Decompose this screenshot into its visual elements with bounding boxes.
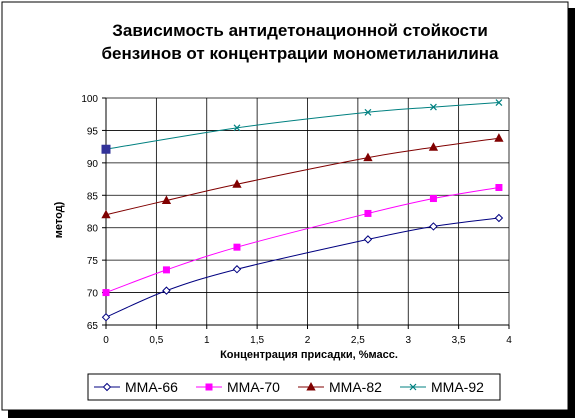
data-point: [363, 235, 373, 244]
y-tick-label: 65: [87, 321, 99, 332]
legend-label: ММА-66: [125, 379, 178, 395]
legend-marker: [102, 382, 112, 392]
y-tick-label: 75: [87, 256, 99, 267]
x-tick-label: 3,5: [452, 335, 466, 346]
x-tick-label: 1,5: [250, 335, 264, 346]
y-tick-label: 100: [81, 94, 98, 105]
legend-marker: [409, 383, 417, 391]
y-tick-label: 90: [87, 159, 99, 170]
data-point: [364, 108, 372, 116]
data-point: [494, 133, 504, 142]
data-point: [494, 213, 504, 223]
chart-title-line-2: бензинов от концентрации монометиланилин…: [101, 44, 499, 63]
y-tick-label: 85: [87, 191, 99, 202]
x-tick-label: 1: [204, 335, 210, 346]
legend-label: ММА-92: [431, 379, 484, 395]
data-point: [102, 289, 110, 297]
legend-label: ММА-82: [329, 379, 382, 395]
y-tick-label: 95: [87, 126, 99, 137]
y-axis-label: метод): [53, 201, 65, 238]
x-tick-label: 4: [506, 335, 512, 346]
data-point: [429, 222, 438, 231]
data-point: [101, 144, 111, 154]
data-point: [232, 179, 242, 188]
data-point: [101, 313, 111, 322]
data-point: [101, 209, 111, 219]
y-tick-label: 70: [87, 289, 99, 300]
x-tick-label: 0,5: [149, 335, 163, 346]
data-point: [232, 265, 242, 274]
x-tick-label: 3: [405, 335, 411, 346]
data-point: [162, 266, 170, 274]
chart-title-line-1: Зависимость антидетонационной стойкости: [112, 21, 488, 40]
series-markers: [101, 99, 504, 322]
legend: ММА-66 ММА-70 ММА-82 ММА-92: [94, 379, 484, 395]
legend-box: [87, 373, 501, 401]
data-point: [364, 209, 372, 217]
data-point: [428, 142, 439, 151]
y-tick-label: 80: [87, 224, 99, 235]
data-point: [495, 184, 503, 192]
x-tick-label: 2: [305, 335, 311, 346]
data-point: [233, 243, 241, 251]
data-point: [233, 124, 241, 132]
x-tick-label: 2,5: [351, 335, 365, 346]
legend-label: ММА-70: [227, 379, 280, 395]
data-point: [161, 195, 172, 204]
data-point: [430, 103, 437, 111]
data-point: [162, 286, 171, 295]
legend-marker: [205, 383, 213, 391]
x-axis-label: Концентрация присадки, %масс.: [220, 349, 398, 361]
data-point: [363, 152, 373, 162]
legend-marker: [306, 381, 316, 391]
data-point: [495, 99, 503, 106]
series-line-4: [105, 102, 499, 150]
y-tick-labels: 65 70 75 80 85 90 95 100: [81, 94, 98, 332]
data-point: [429, 195, 437, 203]
x-tick-label: 0: [103, 335, 109, 346]
x-tick-labels: 0 0,5 1 1,5 2 2,5 3 3,5 4: [103, 335, 512, 346]
